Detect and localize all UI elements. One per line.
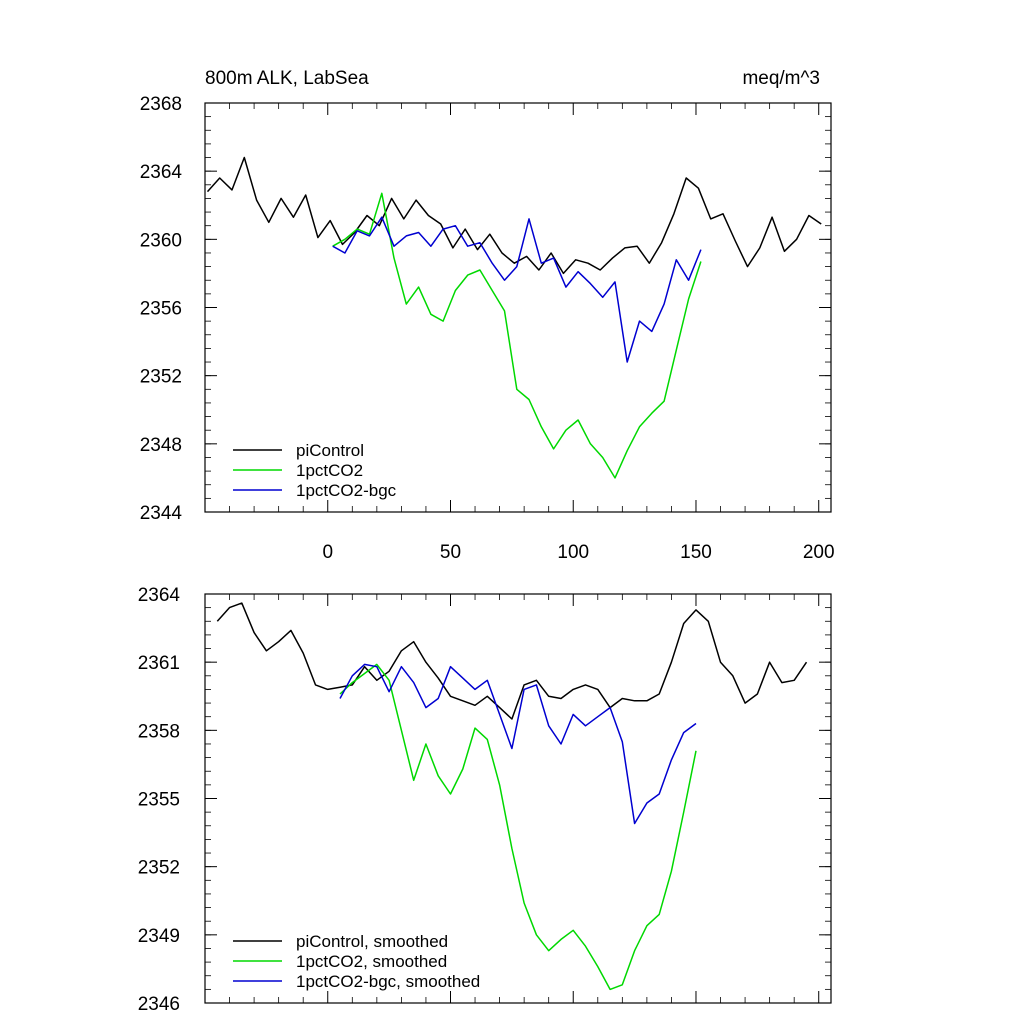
top-panel: 800m ALK, LabSea meq/m^3 2344 2348 2352 235…: [140, 68, 835, 563]
top-legend: piControl 1pctCO2 1pctCO2-bgc: [233, 441, 397, 500]
legend-label-picontrol: piControl: [296, 441, 364, 460]
top-axes: 2344 2348 2352 2356 2360 2364 2368 0 50 100 150 200: [140, 94, 835, 563]
top-series-1pctco2-bgc: [332, 216, 702, 363]
top-series-1pctco2: [332, 192, 702, 479]
bottom-panel: 2346 2349 2352 2355 2358 2361 2364 piControl, …: [138, 585, 832, 1015]
legend-label-1pctco2-bgc-smoothed: 1pctCO2-bgc, smoothed: [296, 972, 480, 991]
top-ytick-label: 2364: [140, 162, 183, 183]
top-xtick-label: 150: [680, 542, 712, 563]
top-xtick-label: 100: [557, 542, 589, 563]
top-ytick-label: 2348: [140, 435, 182, 456]
bottom-ytick-label: 2355: [138, 790, 180, 811]
top-ytick-label: 2356: [140, 299, 182, 320]
bottom-series-group: [216, 602, 808, 991]
bottom-axes: 2346 2349 2352 2355 2358 2361 2364: [138, 585, 831, 1015]
bottom-ytick-label: 2364: [138, 585, 181, 606]
top-title: 800m ALK, LabSea: [205, 68, 369, 89]
bottom-ytick-label: 2352: [138, 858, 180, 879]
top-units: meq/m^3: [742, 68, 820, 89]
legend-label-1pctco2-smoothed: 1pctCO2, smoothed: [296, 952, 447, 971]
legend-label-picontrol-smoothed: piControl, smoothed: [296, 932, 448, 951]
bottom-ytick-label: 2349: [138, 926, 180, 947]
top-ytick-label: 2352: [140, 367, 182, 388]
top-xtick-label: 0: [322, 542, 333, 563]
bottom-legend: piControl, smoothed 1pctCO2, smoothed 1p…: [233, 932, 480, 991]
bottom-series-picontrol-smoothed: [216, 602, 808, 720]
top-xtick-label: 50: [440, 542, 461, 563]
legend-label-1pctco2: 1pctCO2: [296, 461, 363, 480]
legend-label-1pctco2-bgc: 1pctCO2-bgc: [296, 481, 397, 500]
bottom-ytick-label: 2361: [138, 653, 180, 674]
bottom-series-1pctco2-smoothed: [339, 663, 697, 991]
bottom-series-1pctco2-bgc-smoothed: [339, 663, 697, 825]
top-ytick-label: 2360: [140, 230, 182, 251]
top-series-picontrol: [206, 156, 822, 275]
top-xtick-label: 200: [803, 542, 835, 563]
top-ytick-label: 2344: [140, 503, 183, 524]
top-ytick-label: 2368: [140, 94, 182, 115]
bottom-ytick-label: 2358: [138, 721, 180, 742]
bottom-ytick-label: 2346: [138, 994, 180, 1015]
top-series-group: [206, 156, 822, 479]
